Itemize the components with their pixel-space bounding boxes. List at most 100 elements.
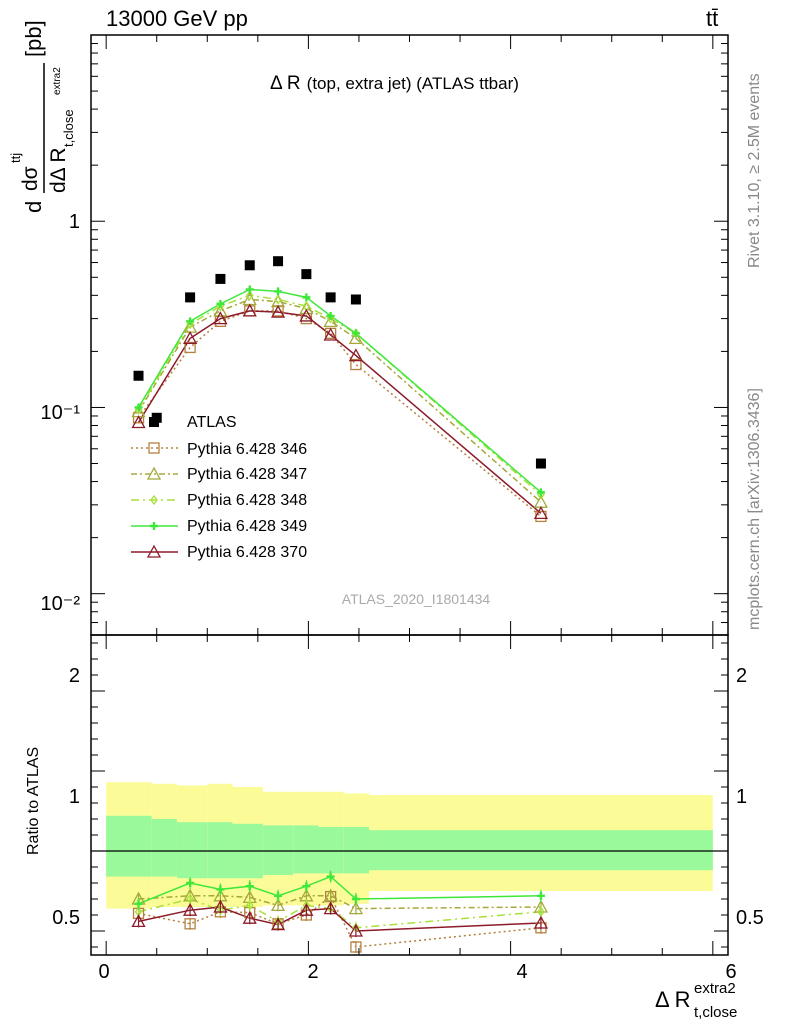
ylabel-unit: [pb] (21, 20, 46, 57)
series-370-line (137, 310, 542, 514)
series-348-ratio-point-3 (245, 900, 254, 911)
series-348-line (137, 294, 542, 496)
ylabel-dsigma: dσ (19, 166, 42, 191)
series-346-ratio-point-7 (350, 941, 362, 953)
series-346-line (137, 310, 542, 517)
series-348-ratio-point-2 (216, 905, 225, 916)
series-349-point-5 (302, 293, 311, 302)
series-347-point-7 (348, 330, 364, 345)
chart-title-prefix: Δ R (270, 73, 301, 94)
x-tick-label-4: 4 (516, 961, 527, 983)
legend-series-348-marker (150, 494, 158, 506)
atlas-point-4 (273, 256, 284, 267)
x-axis-label: Δ R extra2 t,close (655, 980, 737, 1021)
chart-title-rest: (top, extra jet) (ATLAS ttbar) (307, 74, 519, 93)
chart-title: Δ R (top, extra jet) (ATLAS ttbar) (270, 73, 519, 94)
legend-series-346-label: Pythia 6.428 346 (187, 441, 307, 458)
upper-y-axis-label: d dσ ttj dΔ R t,close extra2 [pb] (8, 20, 76, 213)
series-370-ratio-point-2 (213, 899, 228, 913)
x-tick-label-2: 2 (307, 961, 318, 983)
ylabel-d: d (21, 201, 46, 213)
upper-tick-label-1: 1 (69, 211, 80, 233)
series-370-ratio-point-3 (242, 910, 257, 924)
series-349-ratio-point-4 (274, 891, 283, 900)
x-tick-label-0: 0 (98, 961, 109, 983)
series-347-ratio-point-7 (348, 901, 364, 915)
series-370-point-5 (299, 308, 314, 322)
series-349-ratio-point-8 (536, 891, 545, 900)
inner-band-2 (176, 822, 208, 879)
series-348-point-4 (274, 294, 282, 305)
inner-band-5 (262, 825, 294, 875)
series-347-point-5 (299, 301, 314, 315)
series-347-point-6 (323, 313, 338, 327)
series-370-ratio-point-4 (270, 917, 286, 931)
series-370-point-2 (213, 311, 228, 325)
series-349-point-3 (245, 285, 254, 294)
series-370-point-8 (533, 505, 549, 520)
x-tick-label-6: 6 (725, 961, 736, 983)
atlas-point-5 (301, 269, 312, 280)
inner-band-3 (207, 822, 233, 879)
series-370-point-0 (131, 415, 146, 429)
xlabel-sub: t,close (694, 1004, 737, 1021)
ylabel-den-sup: extra2 (52, 67, 63, 95)
series-370-ratio-line (138, 906, 541, 932)
ratio-tick-label-05-right: 0.5 (736, 907, 764, 929)
ratio-y-axis-label: Ratio to ATLAS (25, 747, 42, 855)
legend-series-370-marker (146, 544, 162, 558)
atlas-point-2 (215, 273, 226, 284)
series-346-point-0 (132, 412, 145, 424)
legend-series-348-label: Pythia 6.428 348 (187, 492, 307, 509)
series-349-ratio-point-1 (186, 879, 195, 887)
series-349-point-4 (274, 287, 283, 296)
atlas-point-3 (244, 260, 255, 271)
atlas-point-7 (350, 294, 361, 305)
series-349-point-2 (216, 299, 225, 308)
series-370-ratio-point-6 (323, 901, 338, 915)
series-markers (131, 285, 549, 953)
ratio-tick-label-05-left: 0.5 (52, 907, 80, 929)
legend-series-346-marker (148, 442, 160, 454)
atlas-point-8 (535, 458, 546, 469)
ylabel-dsigma-sup: ttj (8, 153, 23, 163)
series-346-point-7 (350, 358, 362, 371)
legend: ATLAS Pythia 6.428 346 Pythia 6.428 347 … (131, 414, 307, 561)
process-label: tt̄ (706, 6, 719, 31)
series-347-line (137, 298, 542, 503)
inner-band-7 (318, 827, 344, 874)
series-370-point-4 (270, 304, 286, 318)
series-349-point-7 (351, 329, 360, 338)
series-370-point-7 (348, 348, 364, 362)
series-349-point-8 (536, 488, 545, 497)
legend-series-370-label: Pythia 6.428 370 (187, 544, 307, 561)
upper-tick-label-001: 10⁻² (41, 593, 81, 615)
uncertainty-bands (106, 782, 713, 909)
series-347-point-2 (213, 303, 228, 317)
ratio-tick-label-1-right: 1 (736, 786, 747, 808)
series-349-ratio-point-6 (326, 872, 335, 881)
series-349-ratio-point-5 (302, 882, 311, 891)
ylabel-den-sub: t,close (61, 109, 76, 147)
ylabel-denominator: dΔ R (47, 147, 70, 193)
series-349-ratio-point-3 (245, 882, 254, 891)
legend-atlas-marker (149, 417, 159, 427)
series-370-ratio-point-1 (182, 902, 198, 916)
atlas-data-points (133, 256, 546, 469)
series-349-point-6 (326, 311, 335, 320)
legend-atlas-label: ATLAS (187, 414, 237, 431)
series-346-ratio-point-1 (184, 918, 196, 930)
atlas-point-6 (325, 292, 336, 303)
series-349-point-1 (186, 317, 195, 326)
series-349-ratio-point-0 (134, 899, 143, 908)
ratio-tick-label-2-left: 2 (69, 665, 80, 687)
series-370-point-1 (182, 330, 198, 345)
series-347-ratio-point-4 (270, 898, 286, 912)
series-370-ratio-point-7 (348, 923, 364, 937)
inner-band-6 (293, 825, 319, 874)
inner-band-1 (151, 819, 177, 877)
series-370-point-6 (323, 327, 338, 341)
series-349-ratio-point-2 (216, 885, 225, 894)
series-348-point-3 (245, 290, 254, 301)
